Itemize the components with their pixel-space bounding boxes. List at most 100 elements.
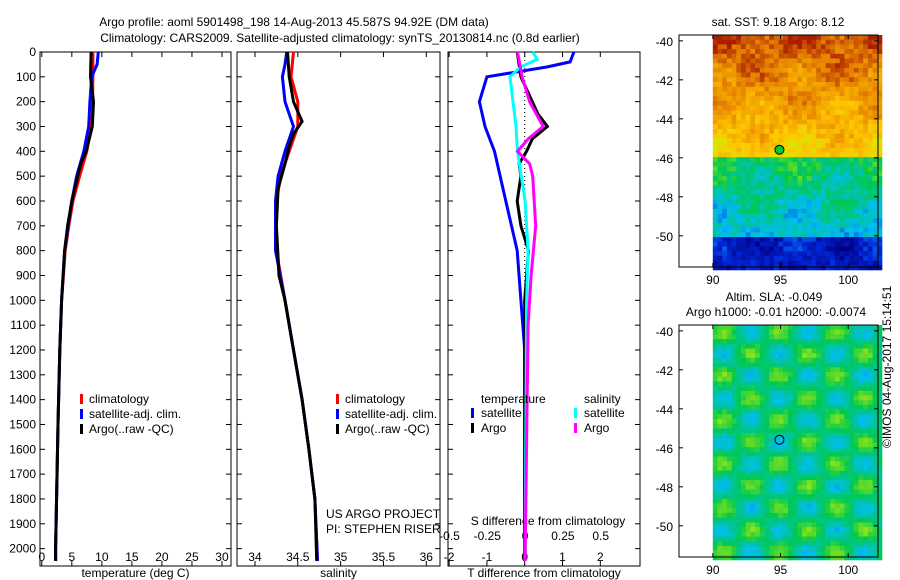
map-cell: [802, 372, 808, 377]
map-cell: [750, 456, 756, 462]
map-cell: [853, 419, 859, 424]
map-cell: [788, 58, 793, 64]
map-cell: [778, 545, 784, 551]
map-cell: [839, 334, 845, 340]
map-cell: [867, 39, 873, 45]
legend-label: satellite: [481, 406, 522, 420]
map-cell: [835, 541, 840, 547]
map-cell: [858, 494, 864, 500]
map-cell: [830, 428, 836, 434]
map-cell: [769, 395, 775, 401]
map-cell: [731, 190, 737, 196]
map-cell: [863, 190, 869, 196]
map-cell: [849, 484, 855, 490]
map-cell: [769, 232, 775, 238]
map-cell: [773, 447, 779, 453]
map-cell: [778, 470, 784, 476]
map-cell: [839, 180, 845, 186]
map-cell: [816, 96, 822, 102]
s-tick-label: 0.5: [592, 529, 609, 543]
map-cell: [726, 157, 732, 163]
map-cell: [712, 199, 718, 205]
map-cell: [736, 199, 742, 205]
map-cell: [877, 423, 883, 429]
map-cell: [769, 475, 775, 481]
map-cell: [755, 451, 761, 457]
map-cell: [853, 527, 859, 533]
map-cell: [726, 86, 732, 92]
map-cell: [867, 166, 873, 172]
map-cell: [783, 470, 789, 476]
map-cell: [712, 265, 718, 271]
map-cell: [806, 105, 812, 111]
map-cell: [726, 343, 732, 349]
map-cell: [853, 404, 859, 410]
map-cell: [839, 171, 845, 177]
map-cell: [844, 129, 850, 134]
map-cell: [712, 536, 718, 542]
map-cell: [736, 157, 742, 163]
map-cell: [769, 39, 775, 45]
map-cell: [750, 475, 756, 481]
map-cell: [872, 517, 878, 523]
map-cell: [849, 143, 855, 149]
map-cell: [712, 110, 718, 116]
map-cell: [745, 334, 751, 340]
map-cell: [797, 255, 803, 261]
map-cell: [759, 39, 765, 45]
map-cell: [797, 180, 803, 186]
map-cell: [872, 343, 878, 349]
map-cell: [867, 204, 873, 210]
map-cell: [811, 194, 817, 200]
map-cell: [726, 433, 732, 439]
map-cell: [726, 44, 732, 50]
map-cell: [797, 381, 803, 387]
map-cell: [745, 138, 751, 144]
map-cell: [764, 110, 770, 116]
map-cell: [764, 185, 770, 191]
map-cell: [820, 246, 826, 252]
map-cell: [788, 138, 793, 144]
map-cell: [849, 96, 855, 102]
map-cell: [820, 541, 826, 547]
map-cell: [726, 522, 732, 528]
map-cell: [802, 255, 808, 261]
map-cell: [811, 199, 817, 205]
map-cell: [867, 58, 873, 64]
map-cell: [750, 190, 756, 196]
map-cell: [877, 260, 883, 266]
map-cell: [863, 166, 869, 172]
map-cell: [726, 362, 732, 368]
map-cell: [820, 218, 826, 224]
map-cell: [802, 517, 808, 523]
map-cell: [745, 82, 751, 87]
map-cell: [830, 143, 836, 149]
map-cell: [773, 255, 779, 261]
map-cell: [853, 110, 859, 116]
map-cell: [797, 545, 803, 551]
map-cell: [802, 82, 808, 87]
map-cell: [759, 527, 765, 533]
map-cell: [788, 227, 793, 233]
map-cell: [783, 44, 789, 50]
map-cell: [830, 550, 836, 556]
map-cell: [745, 171, 751, 177]
map-cell: [750, 386, 756, 392]
map-cell: [806, 255, 812, 261]
map-cell: [722, 171, 728, 177]
map-cell: [792, 367, 798, 373]
map-cell: [722, 86, 728, 92]
map-cell: [792, 447, 798, 453]
map-cell: [835, 357, 840, 363]
map-cell: [736, 357, 742, 363]
map-cell: [717, 531, 723, 537]
map-cell: [745, 157, 751, 163]
map-cell: [778, 72, 784, 78]
map-cell: [853, 475, 859, 481]
map-cell: [736, 376, 742, 382]
map-cell: [806, 386, 812, 392]
map-cell: [853, 376, 859, 382]
map-cell: [839, 218, 845, 224]
map-cell: [806, 199, 812, 205]
map-cell: [712, 451, 718, 457]
